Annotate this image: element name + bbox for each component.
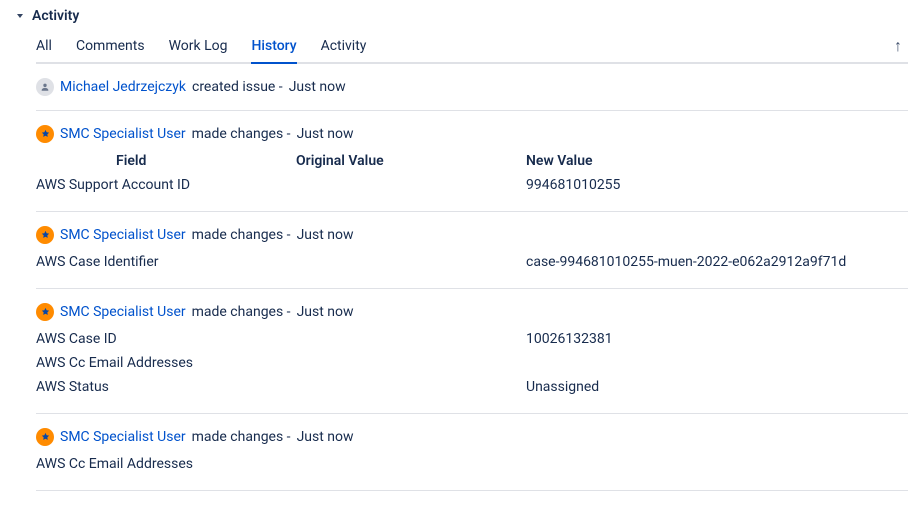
tab-comments[interactable]: Comments xyxy=(76,32,145,64)
user-avatar-icon xyxy=(36,226,54,244)
entry-header: SMC Specialist User made changes - Just … xyxy=(36,125,908,143)
entry-action-text: made changes - xyxy=(192,429,291,445)
change-row: AWS Status Unassigned xyxy=(36,375,908,399)
history-entry: SMC Specialist User made changes - Just … xyxy=(36,212,908,289)
history-entry: SMC Specialist User made changes - Just … xyxy=(36,111,908,212)
user-link[interactable]: Michael Jedrzejczyk xyxy=(60,79,186,95)
change-field-name: AWS Support Account ID xyxy=(36,177,296,193)
change-row: AWS Cc Email Addresses xyxy=(36,452,908,476)
change-new-value: case-994681010255-muen-2022-e062a2912a9f… xyxy=(526,254,908,270)
history-entry: SMC Specialist User made changes - Just … xyxy=(36,289,908,414)
panel-title: Activity xyxy=(32,8,79,24)
change-row: AWS Cc Email Addresses xyxy=(36,351,908,375)
tab-history[interactable]: History xyxy=(251,32,296,64)
collapse-toggle-icon[interactable] xyxy=(14,10,26,22)
change-field-name: AWS Status xyxy=(36,379,296,395)
entry-action-text: made changes - xyxy=(192,227,291,243)
tab-work-log[interactable]: Work Log xyxy=(169,32,228,64)
change-row: AWS Case ID 10026132381 xyxy=(36,327,908,351)
panel-header: Activity xyxy=(14,8,908,24)
change-new-value: 10026132381 xyxy=(526,331,908,347)
entry-action-text: created issue - xyxy=(192,79,283,95)
changes-table: FieldOriginal ValueNew ValueAWS Support … xyxy=(36,149,908,197)
entry-header: SMC Specialist User made changes - Just … xyxy=(36,303,908,321)
user-avatar-icon xyxy=(36,78,54,96)
change-field-name: AWS Case ID xyxy=(36,331,296,347)
change-new-value xyxy=(526,355,908,371)
entry-header: Michael Jedrzejczyk created issue - Just… xyxy=(36,78,908,96)
user-link[interactable]: SMC Specialist User xyxy=(60,227,186,243)
entry-time: Just now xyxy=(297,126,354,142)
user-link[interactable]: SMC Specialist User xyxy=(60,429,186,445)
entry-header: SMC Specialist User made changes - Just … xyxy=(36,428,908,446)
col-header-original: Original Value xyxy=(296,153,526,169)
changes-table: AWS Case ID 10026132381 AWS Cc Email Addre… xyxy=(36,327,908,399)
change-field-name: AWS Case Identifier xyxy=(36,254,296,270)
sort-ascending-icon[interactable]: ↑ xyxy=(888,34,908,58)
user-avatar-icon xyxy=(36,303,54,321)
entry-time: Just now xyxy=(297,227,354,243)
history-entry: Michael Jedrzejczyk created issue - Just… xyxy=(36,64,908,111)
panel-content: All Comments Work Log History Activity ↑ Mic… xyxy=(14,30,908,491)
changes-header-row: FieldOriginal ValueNew Value xyxy=(36,149,908,173)
user-link[interactable]: SMC Specialist User xyxy=(60,126,186,142)
change-new-value xyxy=(526,456,908,472)
changes-table: AWS Case Identifier case-994681010255-mue… xyxy=(36,250,908,274)
entry-action-text: made changes - xyxy=(192,126,291,142)
change-original-value xyxy=(296,254,526,270)
user-avatar-icon xyxy=(36,125,54,143)
change-original-value xyxy=(296,355,526,371)
entry-action-text: made changes - xyxy=(192,304,291,320)
change-original-value xyxy=(296,177,526,193)
change-field-name: AWS Cc Email Addresses xyxy=(36,456,296,472)
change-field-name: AWS Cc Email Addresses xyxy=(36,355,296,371)
tabs: All Comments Work Log History Activity xyxy=(36,30,366,62)
change-row: AWS Support Account ID 994681010255 xyxy=(36,173,908,197)
tab-activity[interactable]: Activity xyxy=(321,32,367,64)
change-new-value: Unassigned xyxy=(526,379,908,395)
entry-time: Just now xyxy=(289,79,346,95)
user-link[interactable]: SMC Specialist User xyxy=(60,304,186,320)
changes-table: AWS Cc Email Addresses xyxy=(36,452,908,476)
change-new-value: 994681010255 xyxy=(526,177,908,193)
change-row: AWS Case Identifier case-994681010255-mue… xyxy=(36,250,908,274)
entry-header: SMC Specialist User made changes - Just … xyxy=(36,226,908,244)
change-original-value xyxy=(296,379,526,395)
change-original-value xyxy=(296,331,526,347)
change-original-value xyxy=(296,456,526,472)
user-avatar-icon xyxy=(36,428,54,446)
history-entries: Michael Jedrzejczyk created issue - Just… xyxy=(36,64,908,491)
entry-time: Just now xyxy=(297,429,354,445)
activity-panel: Activity All Comments Work Log History Activ… xyxy=(0,0,922,491)
entry-time: Just now xyxy=(297,304,354,320)
col-header-field: Field xyxy=(36,153,296,169)
tabs-row: All Comments Work Log History Activity ↑ xyxy=(36,30,908,64)
col-header-new: New Value xyxy=(526,153,908,169)
tab-all[interactable]: All xyxy=(36,32,52,64)
history-entry: SMC Specialist User made changes - Just … xyxy=(36,414,908,491)
